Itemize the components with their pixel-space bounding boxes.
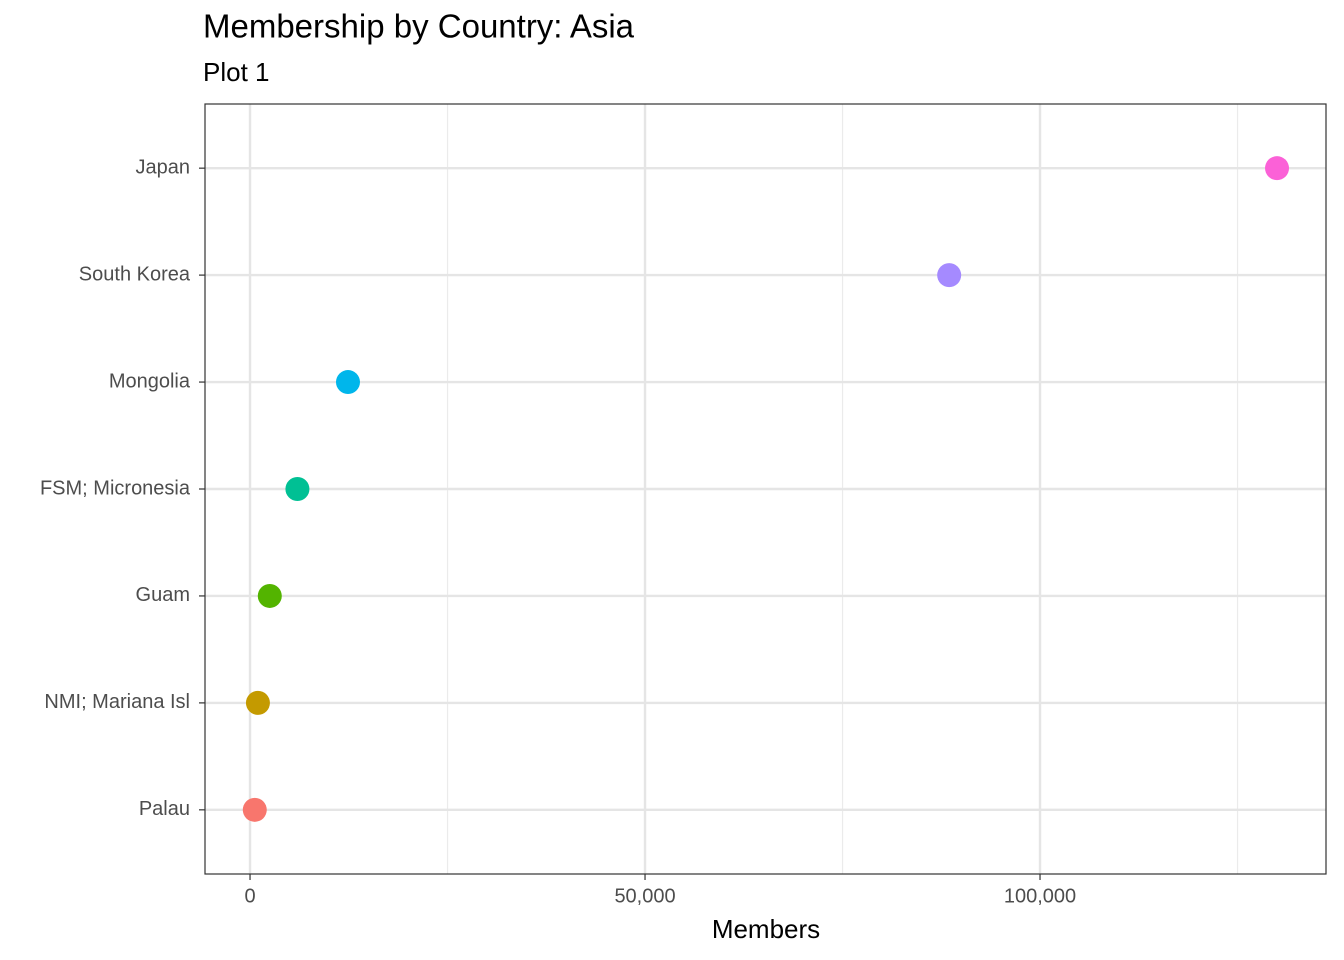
y-tick-label: Palau [139, 798, 190, 820]
y-tick-label: Japan [136, 156, 191, 178]
chart-title: Membership by Country: Asia [203, 8, 635, 45]
dot [257, 583, 282, 608]
dot [937, 263, 962, 288]
x-tick-label: 50,000 [614, 885, 675, 907]
x-axis-label: Members [712, 914, 820, 944]
dot [1265, 156, 1290, 181]
y-tick-label: Guam [136, 584, 190, 606]
dot [245, 690, 270, 715]
y-tick-label: Mongolia [109, 370, 191, 392]
y-tick-label: South Korea [79, 263, 191, 285]
x-tick-label: 100,000 [1004, 885, 1076, 907]
y-tick-label: FSM; Micronesia [40, 477, 191, 499]
x-tick-label: 0 [244, 885, 255, 907]
dot [242, 797, 267, 822]
dot [335, 370, 360, 395]
dot [285, 477, 310, 501]
y-tick-label: NMI; Mariana Isl [44, 691, 190, 713]
chart-subtitle: Plot 1 [203, 57, 270, 87]
